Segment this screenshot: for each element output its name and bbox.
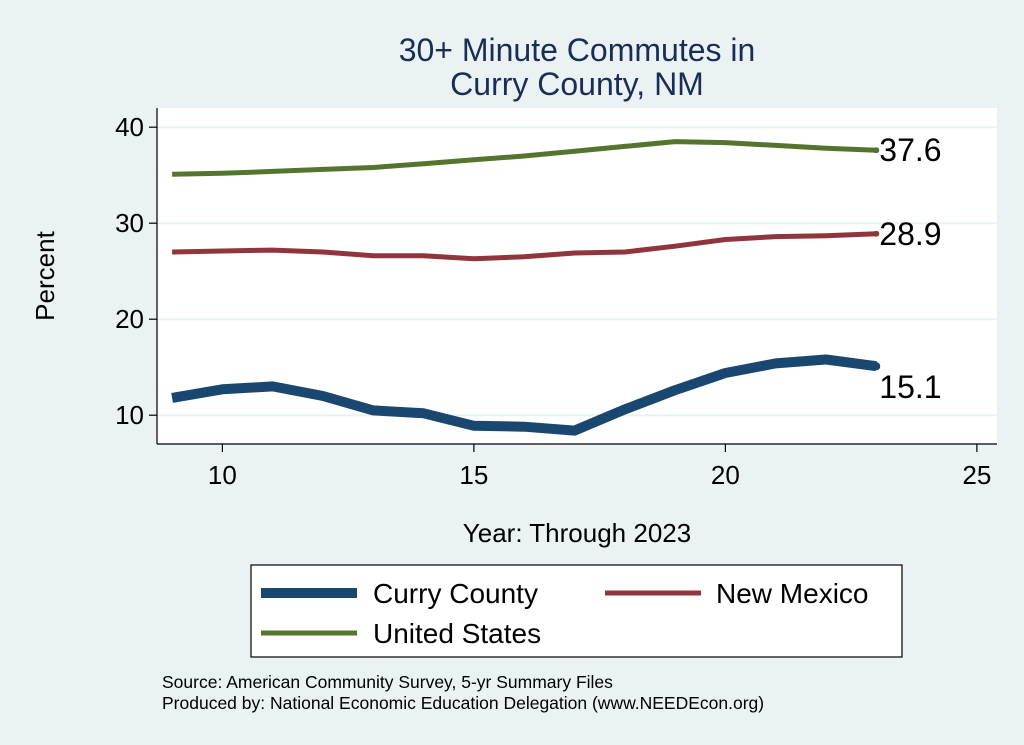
y-tick-label-40: 40 [115, 112, 144, 142]
series-lines [171, 139, 881, 436]
y-tick-label-30: 30 [115, 208, 144, 238]
end-label-curry-county: 15.1 [879, 369, 941, 405]
end-label-united-states: 37.6 [879, 132, 941, 168]
series-end-marker-new-mexico [873, 230, 880, 237]
x-axis-label: Year: Through 2023 [463, 518, 691, 548]
y-axis: 10 20 30 40 [115, 108, 158, 444]
chart-title-line-2: Curry County, NM [450, 66, 704, 102]
source-note: Source: American Community Survey, 5-yr … [162, 672, 613, 692]
series-end-marker-united-states [873, 147, 880, 154]
legend-label-new-mexico: New Mexico [716, 578, 868, 609]
series-line-new-mexico [172, 231, 877, 262]
series-end-marker-curry-county [872, 362, 881, 371]
series-line-united-states [172, 139, 877, 177]
y-tick-label-10: 10 [115, 400, 144, 430]
y-axis-label: Percent [30, 230, 60, 320]
plot-area [157, 108, 997, 444]
series-line-curry-county [171, 354, 877, 436]
x-tick-label-10: 10 [208, 460, 237, 490]
x-tick-label-15: 15 [459, 460, 488, 490]
legend-label-united-states: United States [373, 618, 541, 649]
legend-label-curry-county: Curry County [373, 578, 538, 609]
x-axis: 10 15 20 25 [157, 443, 997, 490]
chart-title-line-1: 30+ Minute Commutes in [399, 32, 756, 68]
end-label-new-mexico: 28.9 [879, 216, 941, 252]
y-tick-label-20: 20 [115, 304, 144, 334]
end-labels: 37.6 28.9 15.1 [879, 132, 941, 405]
producer-note: Produced by: National Economic Education… [162, 693, 764, 713]
x-tick-label-20: 20 [711, 460, 740, 490]
legend [250, 564, 903, 658]
x-tick-label-25: 25 [962, 460, 991, 490]
gridlines [157, 126, 997, 417]
